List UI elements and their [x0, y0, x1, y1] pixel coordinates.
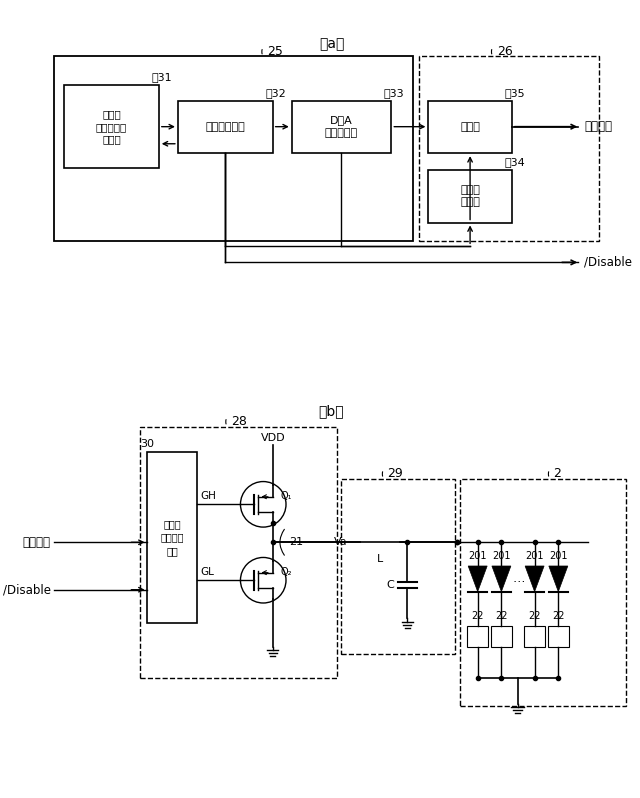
Text: ～32: ～32 — [265, 89, 286, 98]
Text: 25: 25 — [267, 45, 283, 58]
Bar — [428, 101, 512, 153]
Text: VDD: VDD — [260, 433, 285, 443]
Polygon shape — [549, 566, 568, 591]
Text: 2: 2 — [554, 468, 561, 480]
Bar — [467, 626, 488, 646]
Bar — [178, 101, 273, 153]
Text: （a）: （a） — [319, 38, 344, 52]
Text: 29: 29 — [388, 468, 403, 480]
Bar — [147, 452, 197, 623]
Text: Q₂: Q₂ — [280, 567, 292, 577]
Text: 201: 201 — [468, 551, 487, 561]
Text: メモリ
（駆動波形
データ: メモリ （駆動波形 データ — [96, 109, 127, 144]
Text: 比較器: 比較器 — [460, 121, 480, 132]
Text: 22: 22 — [472, 611, 484, 621]
Text: （b）: （b） — [319, 405, 344, 419]
Bar — [419, 57, 599, 242]
Text: コントローラ: コントローラ — [205, 121, 245, 132]
Text: D／A
コンバータ: D／A コンバータ — [324, 116, 358, 138]
Text: 変調信号: 変調信号 — [22, 535, 51, 549]
Text: Q₁: Q₁ — [280, 491, 292, 501]
Text: ～35: ～35 — [504, 89, 525, 98]
Text: 三角波
発振器: 三角波 発振器 — [460, 185, 480, 207]
Text: 30: 30 — [140, 439, 154, 449]
Text: …: … — [512, 572, 525, 585]
Text: 201: 201 — [492, 551, 511, 561]
Text: 変調信号: 変調信号 — [584, 120, 612, 133]
Text: /Disable: /Disable — [584, 256, 632, 269]
Bar — [548, 626, 569, 646]
Text: L: L — [377, 554, 383, 563]
Polygon shape — [468, 566, 487, 591]
Text: 26: 26 — [497, 45, 513, 58]
Bar — [460, 479, 626, 706]
Text: 22: 22 — [552, 611, 564, 621]
Bar — [64, 85, 159, 168]
Text: GH: GH — [200, 492, 216, 501]
Bar — [54, 57, 413, 242]
Bar — [140, 426, 337, 678]
Bar — [428, 170, 512, 223]
Text: 201: 201 — [525, 551, 544, 561]
Text: Va: Va — [334, 537, 348, 547]
Polygon shape — [492, 566, 511, 591]
Bar — [524, 626, 545, 646]
Text: ～34: ～34 — [504, 157, 525, 168]
Text: ～33: ～33 — [384, 89, 404, 98]
Text: /Disable: /Disable — [3, 583, 51, 596]
Text: C: C — [387, 580, 394, 590]
Bar — [292, 101, 391, 153]
Text: 28: 28 — [231, 415, 247, 429]
Text: ゲート
ドライブ
回路: ゲート ドライブ 回路 — [161, 519, 184, 555]
Bar — [341, 479, 455, 654]
Text: ～31: ～31 — [151, 72, 172, 82]
Text: 21: 21 — [289, 537, 303, 547]
Bar — [491, 626, 512, 646]
Text: 201: 201 — [549, 551, 568, 561]
Text: 22: 22 — [495, 611, 508, 621]
Polygon shape — [525, 566, 544, 591]
Text: 22: 22 — [529, 611, 541, 621]
Text: GL: GL — [200, 567, 214, 578]
